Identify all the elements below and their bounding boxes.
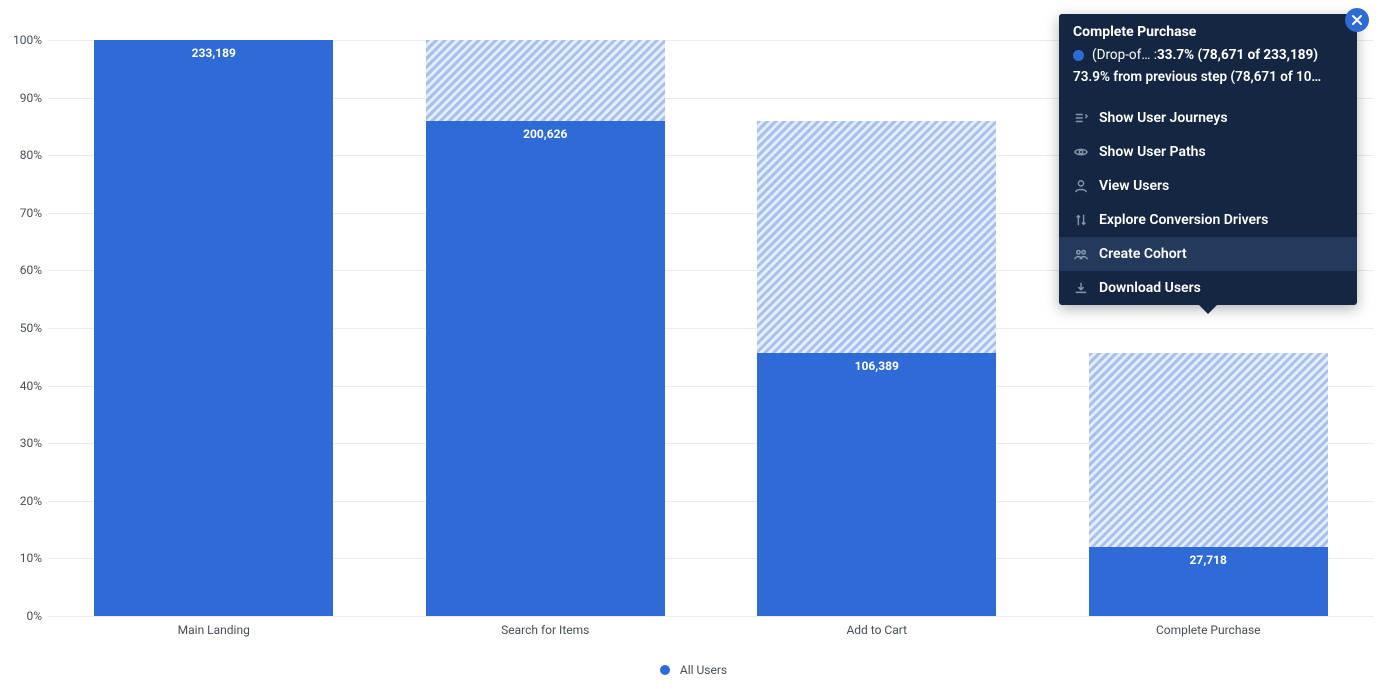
bar-dropoff[interactable] <box>757 121 996 354</box>
legend-dot <box>660 665 670 675</box>
legend-label: All Users <box>680 663 727 677</box>
y-axis-tick-label: 20% <box>20 494 42 508</box>
close-icon <box>1351 11 1363 30</box>
menu-item-label: Show User Journeys <box>1099 110 1228 126</box>
bar-tooltip: Complete Purchase(Drop-of… : 33.7% (78,6… <box>1059 14 1357 305</box>
user-icon <box>1073 178 1089 194</box>
menu-item-create-cohort[interactable]: Create Cohort <box>1059 237 1357 271</box>
menu-item-show-user-paths[interactable]: Show User Paths <box>1059 135 1357 169</box>
menu-item-label: Create Cohort <box>1099 246 1187 262</box>
menu-item-label: Show User Paths <box>1099 144 1206 160</box>
menu-item-explore-conversion-drivers[interactable]: Explore Conversion Drivers <box>1059 203 1357 237</box>
tooltip-prevstep-line: 73.9% from previous step (78,671 of 10… <box>1059 66 1357 93</box>
x-axis-label: Add to Cart <box>711 623 1043 637</box>
menu-item-label: Explore Conversion Drivers <box>1099 212 1268 228</box>
menu-item-view-users[interactable]: View Users <box>1059 169 1357 203</box>
y-axis-tick-label: 80% <box>20 148 42 162</box>
y-axis-tick-label: 60% <box>20 263 42 277</box>
y-axis-tick-label: 0% <box>26 609 42 623</box>
tooltip-close-button[interactable] <box>1345 8 1369 32</box>
y-axis-tick-label: 10% <box>20 551 42 565</box>
tooltip-title: Complete Purchase <box>1059 14 1357 44</box>
group-icon <box>1073 246 1089 262</box>
download-icon <box>1073 280 1089 296</box>
tooltip-menu: Show User Journeys Show User Paths View Us… <box>1059 101 1357 305</box>
bar-dropoff[interactable] <box>426 40 665 121</box>
series-dot <box>1073 50 1084 61</box>
bar-value-label: 27,718 <box>1089 553 1328 567</box>
bar-converted[interactable] <box>426 121 665 616</box>
legend: All Users <box>0 662 1387 677</box>
gridline <box>48 616 1374 617</box>
updown-icon <box>1073 212 1089 228</box>
menu-item-label: View Users <box>1099 178 1169 194</box>
y-axis-tick-label: 30% <box>20 436 42 450</box>
y-axis-tick-label: 50% <box>20 321 42 335</box>
y-axis-tick-label: 90% <box>20 91 42 105</box>
bar-value-label: 106,389 <box>757 359 996 373</box>
y-axis-tick-label: 40% <box>20 379 42 393</box>
tooltip-dropoff-line: (Drop-of… : 33.7% (78,671 of 233,189) <box>1059 44 1357 66</box>
menu-item-download-users[interactable]: Download Users <box>1059 271 1357 305</box>
bar-value-label: 233,189 <box>94 46 333 60</box>
menu-item-label: Download Users <box>1099 280 1201 296</box>
bar-value-label: 200,626 <box>426 127 665 141</box>
menu-item-show-user-journeys[interactable]: Show User Journeys <box>1059 101 1357 135</box>
eye-icon <box>1073 144 1089 160</box>
tooltip-arrow <box>1198 304 1218 314</box>
bar-converted[interactable] <box>757 353 996 616</box>
x-axis-label: Main Landing <box>48 623 380 637</box>
y-axis-tick-label: 100% <box>13 33 42 47</box>
bar-dropoff[interactable] <box>1089 353 1328 547</box>
bar-converted[interactable] <box>94 40 333 616</box>
y-axis-tick-label: 70% <box>20 206 42 220</box>
x-axis-label: Complete Purchase <box>1043 623 1375 637</box>
journeys-icon <box>1073 110 1089 126</box>
x-axis-label: Search for Items <box>380 623 712 637</box>
